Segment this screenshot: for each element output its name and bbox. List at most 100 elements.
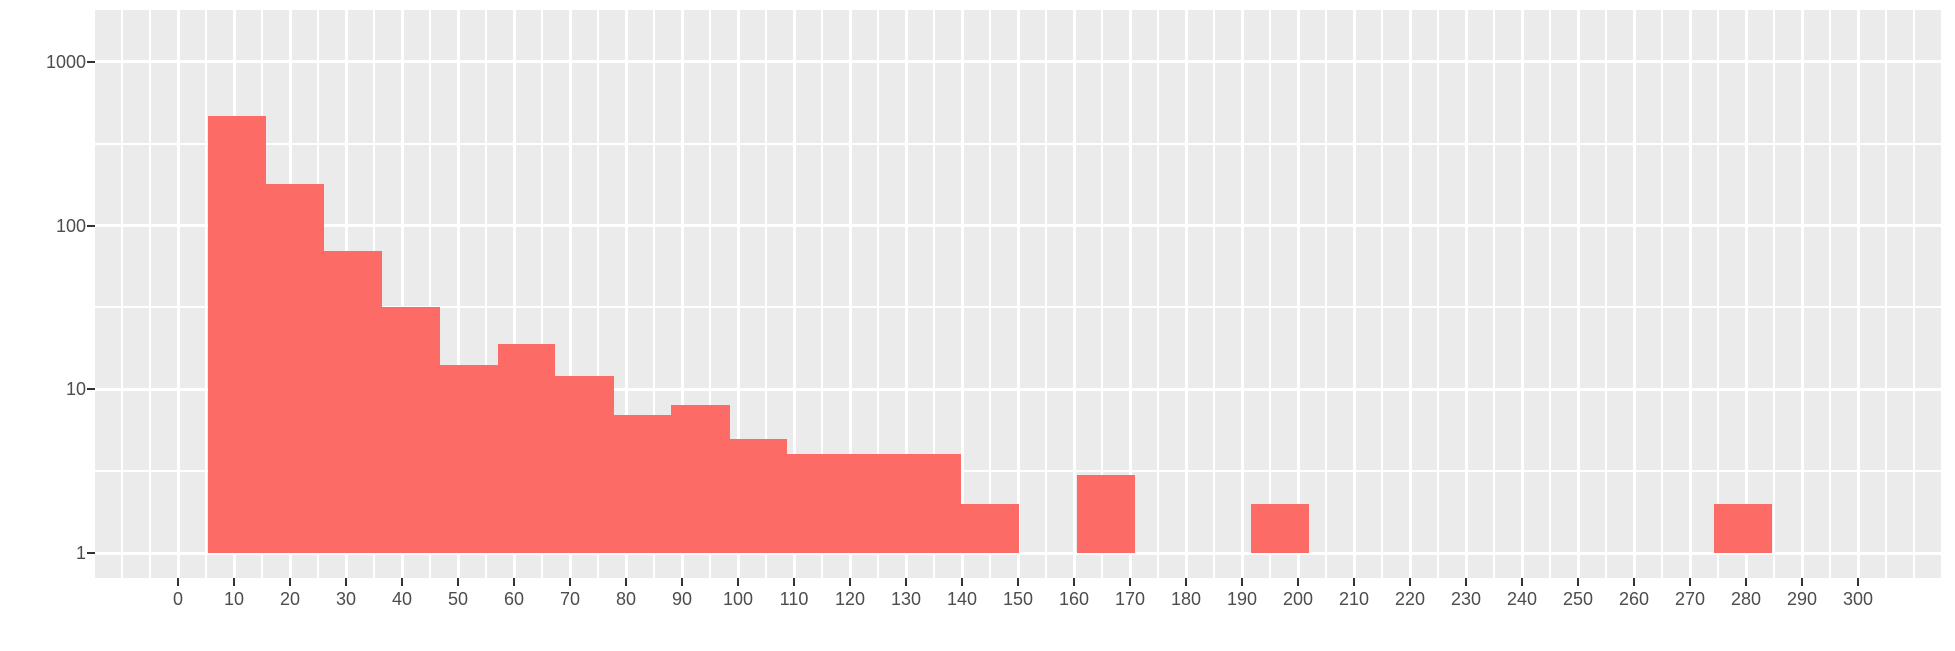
x-tick-mark [1129, 578, 1131, 586]
minor-gridline-vertical [989, 10, 991, 578]
x-tick-mark [457, 578, 459, 586]
x-tick-mark [1241, 578, 1243, 586]
y-tick-label: 100 [55, 215, 86, 236]
x-tick-mark [1185, 578, 1187, 586]
y-tick-label: 1 [75, 543, 86, 563]
x-tick-mark [625, 578, 627, 586]
x-tick-label: 270 [1674, 589, 1706, 609]
x-tick-mark [1017, 578, 1019, 586]
histogram-bar [903, 454, 962, 553]
major-gridline-vertical [736, 10, 740, 578]
x-tick-mark [401, 578, 403, 586]
x-tick-label: 230 [1450, 589, 1482, 609]
minor-gridline-vertical [541, 10, 543, 578]
major-gridline-vertical [456, 10, 460, 578]
minor-gridline-vertical [205, 10, 207, 578]
x-tick-mark [793, 578, 795, 586]
x-tick-label: 140 [946, 589, 978, 609]
x-tick-mark [905, 578, 907, 586]
x-tick-label: 110 [779, 589, 809, 609]
minor-gridline-horizontal [95, 306, 1943, 309]
major-gridline-vertical [848, 10, 852, 578]
x-tick-mark [1297, 578, 1299, 586]
x-tick-mark [961, 578, 963, 586]
minor-gridline-vertical [1605, 10, 1607, 578]
minor-gridline-vertical [821, 10, 823, 578]
major-gridline-vertical [960, 10, 964, 578]
major-gridline-vertical [904, 10, 908, 578]
x-tick-label: 0 [172, 589, 183, 609]
x-tick-mark [1409, 578, 1411, 586]
x-tick-label: 130 [890, 589, 922, 609]
minor-gridline-vertical [1101, 10, 1103, 578]
histogram-bar [787, 454, 846, 553]
minor-gridline-vertical [1549, 10, 1551, 578]
x-tick-label: 290 [1786, 589, 1818, 609]
x-tick-label: 210 [1338, 589, 1370, 609]
minor-gridline-vertical [1269, 10, 1271, 578]
minor-gridline-vertical [1773, 10, 1775, 578]
x-tick-mark [569, 578, 571, 586]
minor-gridline-vertical [597, 10, 599, 578]
minor-gridline-horizontal [95, 470, 1943, 473]
minor-gridline-vertical [1885, 10, 1887, 578]
major-gridline-horizontal [95, 60, 1943, 64]
x-tick-mark [1521, 578, 1523, 586]
x-tick-mark [1577, 578, 1579, 586]
major-gridline-vertical [624, 10, 628, 578]
x-tick-label: 190 [1226, 589, 1258, 609]
major-gridline-vertical [1296, 10, 1300, 578]
x-tick-mark [233, 578, 235, 586]
minor-gridline-vertical [1213, 10, 1215, 578]
major-gridline-horizontal [95, 551, 1943, 555]
x-tick-mark [681, 578, 683, 586]
minor-gridline-vertical [877, 10, 879, 578]
major-gridline-vertical [1744, 10, 1748, 578]
y-tick-label: 10 [65, 379, 86, 400]
x-tick-label: 250 [1562, 589, 1594, 609]
histogram-bar [1714, 503, 1772, 553]
minor-gridline-vertical [1913, 10, 1915, 578]
x-tick-mark [1689, 578, 1691, 586]
minor-gridline-vertical [485, 10, 487, 578]
x-tick-mark [513, 578, 515, 586]
major-gridline-vertical [1128, 10, 1132, 578]
x-tick-label: 220 [1394, 589, 1426, 609]
x-tick-label: 200 [1282, 589, 1314, 609]
minor-gridline-vertical [1045, 10, 1047, 578]
minor-gridline-vertical [429, 10, 431, 578]
major-gridline-vertical [1072, 10, 1076, 578]
minor-gridline-vertical [1941, 10, 1943, 578]
x-tick-mark [1073, 578, 1075, 586]
x-tick-label: 180 [1170, 589, 1202, 609]
minor-gridline-vertical [1717, 10, 1719, 578]
minor-gridline-vertical [653, 10, 655, 578]
histogram-bar [1250, 503, 1309, 553]
x-tick-label: 160 [1058, 589, 1090, 609]
x-tick-label: 20 [279, 589, 301, 609]
major-gridline-horizontal [95, 224, 1943, 228]
major-gridline-vertical [680, 10, 684, 578]
major-gridline-vertical [1464, 10, 1468, 578]
x-tick-label: 260 [1618, 589, 1650, 609]
major-gridline-vertical [1576, 10, 1580, 578]
histogram-bar [208, 115, 266, 553]
y-tick-mark [87, 60, 95, 63]
major-gridline-horizontal [95, 387, 1943, 391]
x-tick-label: 170 [1114, 589, 1146, 609]
major-gridline-vertical [512, 10, 516, 578]
minor-gridline-vertical [1829, 10, 1831, 578]
major-gridline-vertical [1856, 10, 1860, 578]
major-gridline-vertical [1800, 10, 1804, 578]
x-tick-label: 300 [1842, 589, 1874, 609]
x-tick-mark [1745, 578, 1747, 586]
major-gridline-vertical [1184, 10, 1188, 578]
major-gridline-vertical [1408, 10, 1412, 578]
major-gridline-vertical [1520, 10, 1524, 578]
major-gridline-vertical [400, 10, 404, 578]
minor-gridline-vertical [1381, 10, 1383, 578]
x-tick-label: 30 [335, 589, 357, 609]
x-tick-label: 10 [223, 589, 245, 609]
x-tick-label: 120 [834, 589, 866, 609]
